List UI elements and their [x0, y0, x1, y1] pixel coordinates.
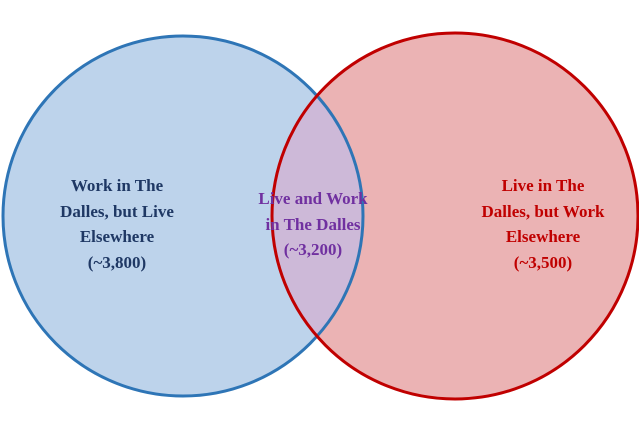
right-label: Live in The Dalles, but Work Elsewhere (… — [482, 176, 606, 272]
label-line: Live in The — [502, 176, 585, 195]
label-line: Dalles, but Work — [482, 202, 606, 221]
label-line: Live and Work — [258, 189, 368, 208]
left-circle-fill — [3, 36, 363, 396]
label-line: Work in The — [71, 176, 164, 195]
label-line: in The Dalles — [265, 215, 360, 234]
label-line: (~3,200) — [284, 240, 342, 259]
left-circle-outline — [1, 34, 365, 398]
right-circle-fill — [272, 33, 638, 399]
label-line: Elsewhere — [80, 227, 155, 246]
label-line: (~3,500) — [514, 253, 572, 272]
label-line: Dalles, but Live — [60, 202, 174, 221]
label-line: Elsewhere — [506, 227, 581, 246]
label-line: (~3,800) — [88, 253, 146, 272]
right-circle-outline — [270, 31, 639, 401]
left-label: Work in The Dalles, but Live Elsewhere (… — [60, 176, 174, 272]
middle-label: Live and Work in The Dalles (~3,200) — [258, 189, 368, 259]
